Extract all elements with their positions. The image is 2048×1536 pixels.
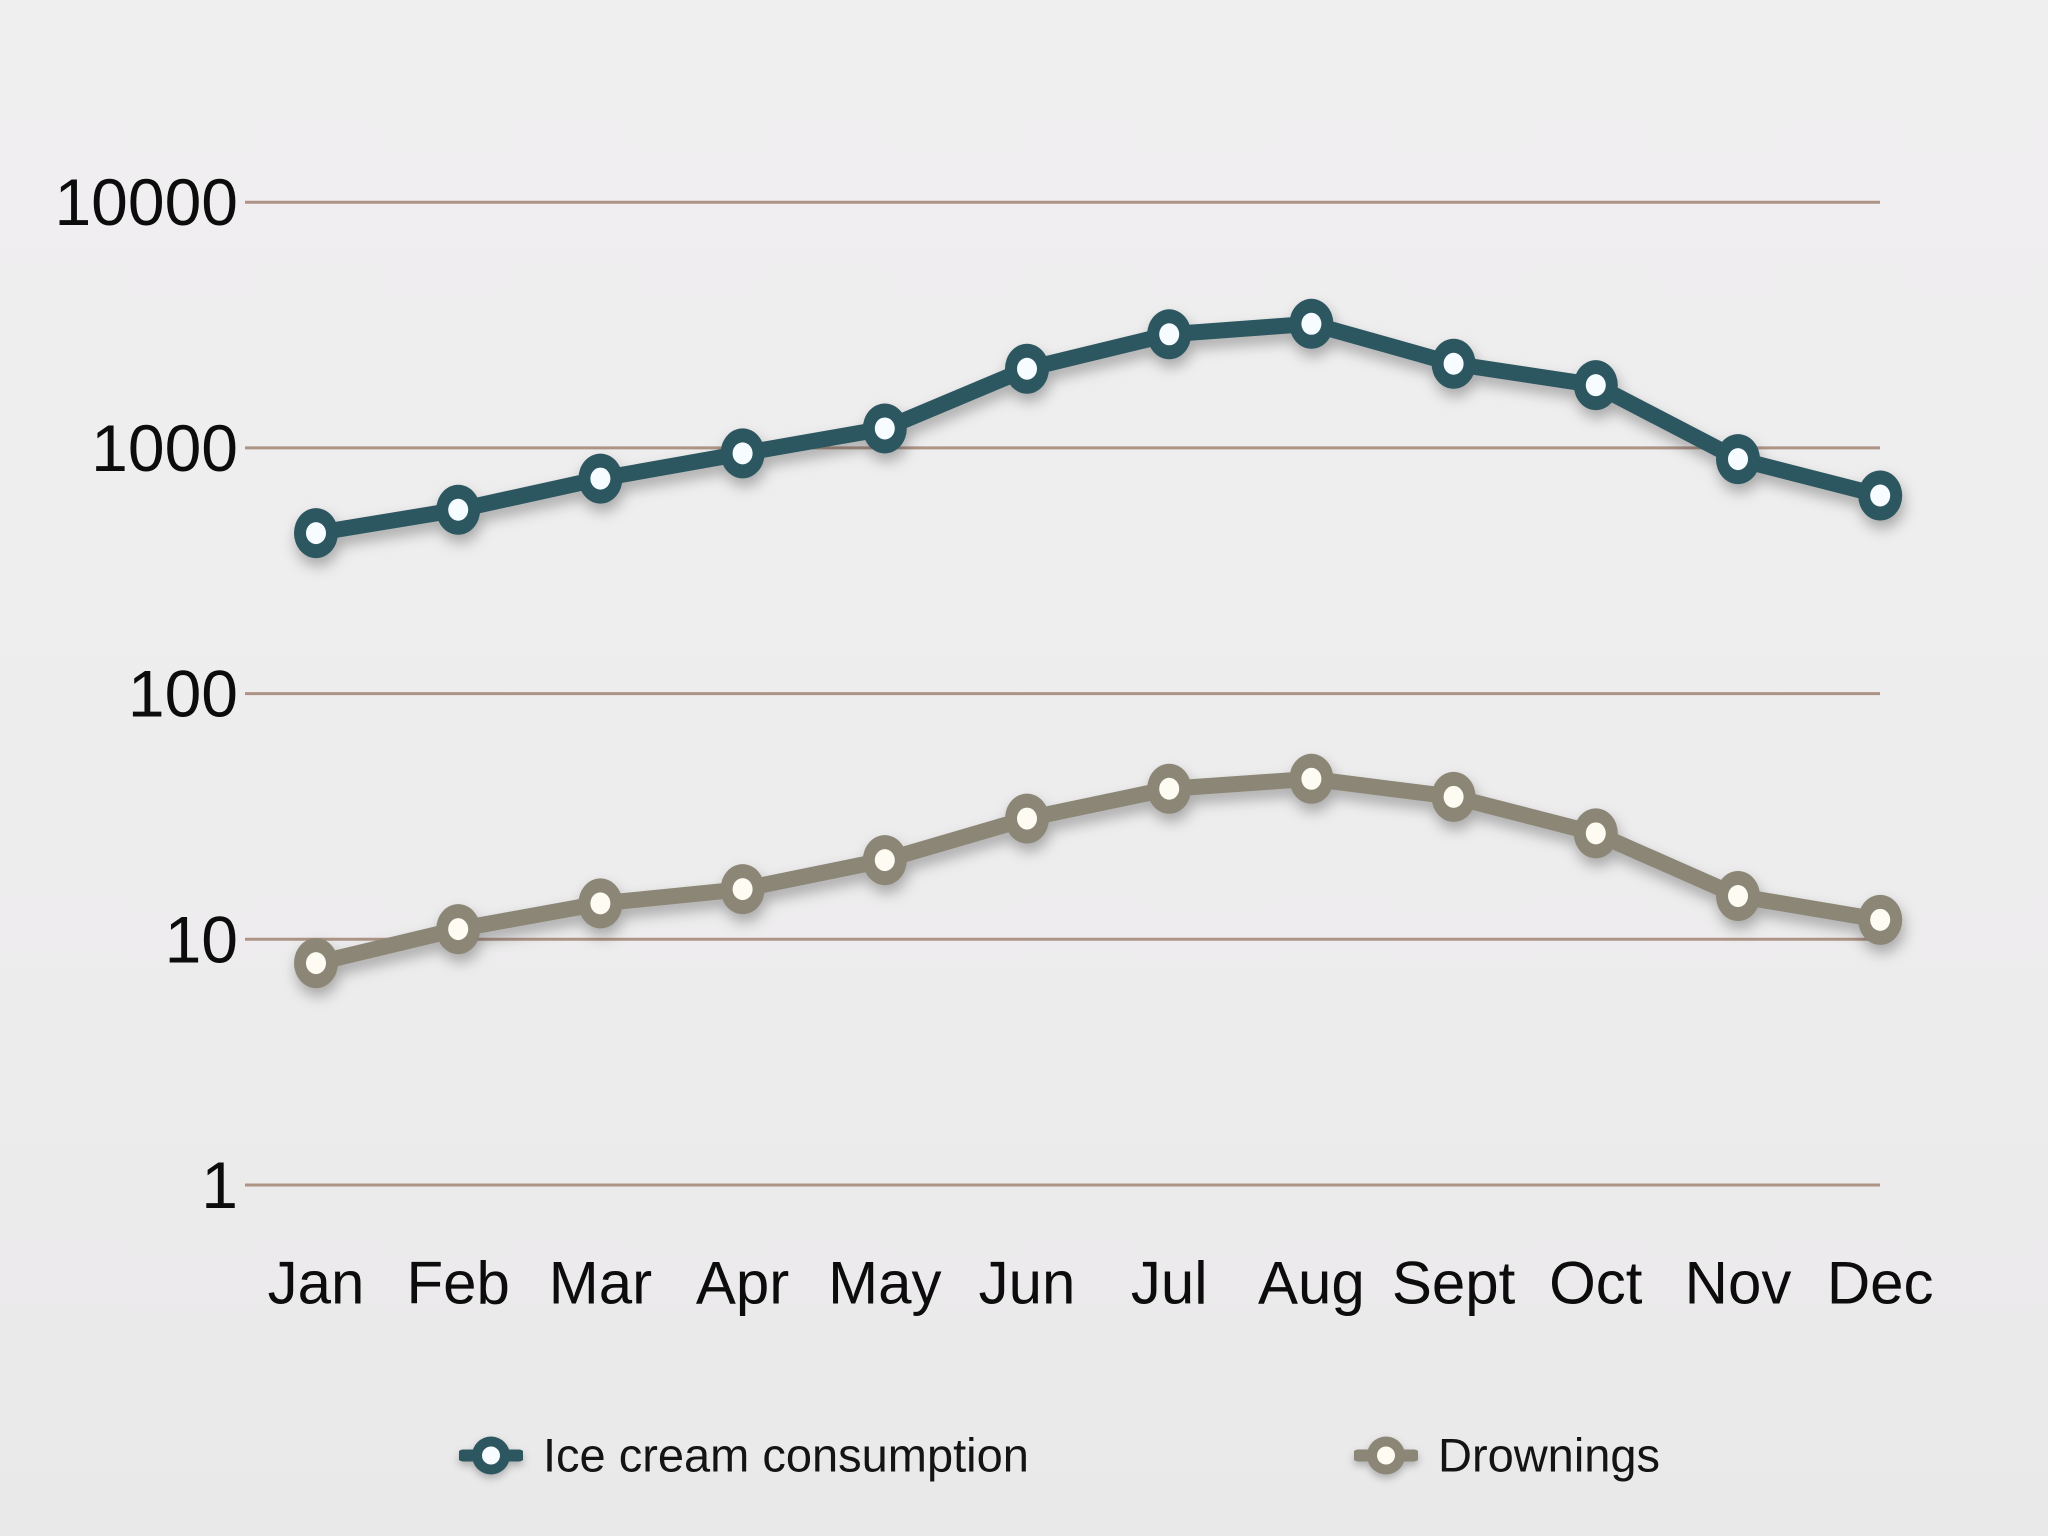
x-axis-label-jan: Jan [268, 1250, 365, 1317]
drownings-series-legend-marker-icon [1354, 1436, 1418, 1474]
x-axis-label-mar: Mar [549, 1250, 652, 1317]
x-axis-label-nov: Nov [1685, 1250, 1792, 1317]
series-line-drownings [308, 770, 1889, 972]
data-point-center-ice-cream-consumption-sept [1443, 352, 1464, 375]
ice-cream-series-legend-marker-icon [459, 1436, 523, 1474]
series-line-ice-cream-consumption [308, 315, 1889, 542]
data-point-center-ice-cream-consumption-jun [1017, 357, 1037, 380]
data-point-center-drownings-jun [1017, 807, 1037, 830]
data-point-center-drownings-jan [306, 952, 326, 975]
data-point-center-ice-cream-consumption-aug [1301, 312, 1322, 335]
y-axis-label-100: 100 [128, 657, 238, 731]
x-axis-label-may: May [828, 1250, 941, 1317]
x-axis-label-dec: Dec [1827, 1250, 1934, 1317]
x-axis-label-jul: Jul [1131, 1250, 1208, 1317]
legend-item-ice-cream-consumption: Ice cream consumption [459, 1428, 1029, 1483]
data-point-center-drownings-jul [1159, 777, 1180, 800]
gridlines-group [245, 200, 1880, 1187]
legend-item-drownings: Drownings [1354, 1428, 1660, 1483]
legend-label-ice-cream-consumption: Ice cream consumption [543, 1428, 1029, 1482]
y-axis-label-10: 10 [165, 902, 238, 976]
data-point-center-ice-cream-consumption-jan [306, 522, 326, 545]
series-ice-cream-consumption [294, 298, 1903, 559]
x-axis-label-oct: Oct [1549, 1250, 1643, 1317]
data-point-center-drownings-dec [1870, 908, 1891, 931]
data-point-center-ice-cream-consumption-oct [1585, 374, 1606, 397]
data-point-center-ice-cream-consumption-mar [590, 467, 611, 490]
data-point-center-ice-cream-consumption-feb [448, 498, 469, 521]
series-group [294, 298, 1903, 989]
data-point-center-ice-cream-consumption-nov [1728, 448, 1748, 471]
data-point-center-ice-cream-consumption-dec [1870, 484, 1891, 507]
y-axis-labels-group: 10000 1000 100 10 1 [54, 165, 238, 1222]
data-point-center-drownings-mar [590, 892, 611, 915]
data-point-center-drownings-nov [1728, 885, 1748, 908]
data-point-center-drownings-oct [1585, 822, 1606, 845]
series-drownings [294, 753, 1903, 989]
data-point-center-drownings-sept [1443, 785, 1464, 808]
data-point-center-ice-cream-consumption-jul [1159, 323, 1180, 346]
x-axis-label-feb: Feb [407, 1250, 510, 1317]
x-axis-labels-group: Jan Feb Mar Apr May Jun Jul Aug Sept Oct Nov Dec [268, 1250, 1934, 1317]
data-point-center-drownings-apr [732, 878, 753, 901]
x-axis-label-jun: Jun [979, 1250, 1076, 1317]
data-point-center-drownings-aug [1301, 767, 1322, 790]
x-axis-label-sept: Sept [1392, 1250, 1516, 1317]
y-axis-label-1000: 1000 [91, 411, 238, 485]
x-axis-label-apr: Apr [696, 1250, 789, 1317]
y-axis-label-10000: 10000 [54, 165, 238, 239]
data-point-center-ice-cream-consumption-may [874, 417, 895, 440]
data-point-center-drownings-may [874, 849, 895, 872]
y-axis-label-1: 1 [201, 1148, 238, 1222]
x-axis-label-aug: Aug [1258, 1250, 1365, 1317]
legend-label-drownings: Drownings [1438, 1428, 1661, 1482]
data-point-center-drownings-feb [448, 918, 469, 941]
data-point-center-ice-cream-consumption-apr [732, 442, 753, 465]
